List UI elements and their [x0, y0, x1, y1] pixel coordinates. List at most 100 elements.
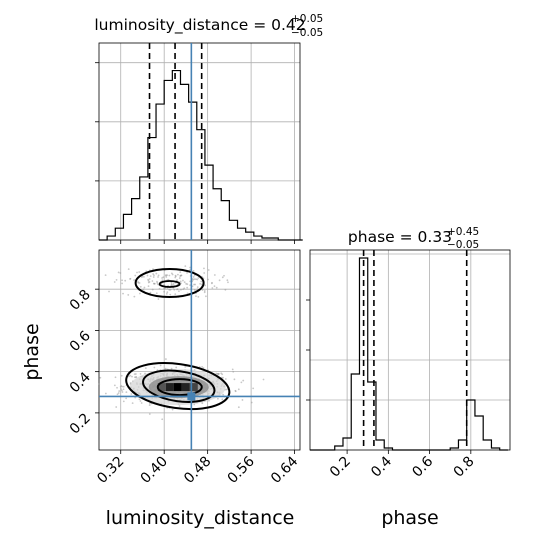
scatter-point: [136, 271, 138, 274]
scatter-point: [186, 286, 189, 289]
scatter-point: [152, 276, 155, 278]
scatter-point: [133, 376, 136, 379]
scatter-point: [139, 372, 142, 375]
luminosity-distance-bar: [132, 199, 140, 240]
scatter-point: [122, 385, 125, 388]
scatter-point: [116, 393, 119, 396]
scatter-point: [134, 274, 137, 277]
contour-inner-upper: [158, 280, 181, 288]
scatter-point: [146, 274, 149, 277]
scatter-point: [114, 376, 117, 379]
scatter-point: [237, 388, 240, 391]
scatter-point: [203, 291, 206, 294]
scatter-point: [173, 288, 176, 291]
luminosity-distance-bar: [115, 228, 123, 240]
scatter-point: [104, 274, 107, 277]
scatter-point: [204, 284, 206, 287]
scatter-point: [193, 403, 196, 406]
scatter-point: [130, 393, 133, 395]
scatter-point: [113, 384, 116, 387]
scatter-point: [196, 288, 199, 291]
phase-x-tick-label: 0.4: [368, 453, 395, 480]
scatter-point: [117, 392, 120, 394]
scatter-point: [170, 367, 173, 370]
scatter-point: [213, 285, 216, 288]
scatter-point: [163, 287, 165, 290]
phase-x-label: phase: [381, 507, 438, 529]
scatter-point: [175, 366, 178, 369]
phase-bar: [368, 382, 376, 450]
scatter-point: [178, 405, 181, 407]
scatter-point: [138, 292, 141, 295]
scatter-point: [195, 295, 197, 298]
scatter-point: [226, 279, 229, 282]
scatter-point: [183, 281, 186, 284]
phase-title-plus: +0.45: [447, 226, 479, 238]
scatter-point: [104, 392, 107, 395]
scatter-point: [147, 279, 150, 282]
scatter-point: [205, 295, 207, 298]
luminosity-distance-title: luminosity_distance = 0.42: [94, 16, 305, 35]
luminosity-distance-bar: [205, 165, 213, 240]
scatter-point: [224, 378, 227, 380]
luminosity-distance-x-tick-label: 0.56: [225, 453, 258, 486]
scatter-point: [133, 295, 136, 298]
scatter-point: [148, 404, 151, 407]
phase-bar: [475, 416, 483, 450]
luminosity-distance-bar: [221, 201, 229, 240]
contour-outer-lower: [125, 362, 231, 411]
phase-x-tick-label: 0.2: [327, 454, 354, 481]
scatter-point: [158, 287, 161, 290]
scatter-point: [192, 278, 194, 281]
scatter-point: [98, 383, 101, 386]
luminosity-distance-bar: [123, 214, 131, 240]
phase-x-tick-label: 0.6: [409, 453, 436, 480]
scatter-point: [139, 400, 142, 402]
luminosity-distance-x-tick-label: 0.64: [268, 453, 301, 486]
scatter-point: [201, 365, 204, 368]
scatter-point: [220, 372, 223, 375]
scatter-point: [127, 375, 130, 378]
scatter-point: [115, 278, 118, 281]
scatter-point: [153, 366, 156, 369]
scatter-point: [137, 281, 139, 283]
scatter-point: [115, 406, 118, 408]
scatter-point: [161, 418, 164, 421]
scatter-point: [151, 288, 154, 291]
scatter-point: [133, 279, 136, 281]
phase-bar: [376, 440, 384, 450]
scatter-point: [215, 372, 218, 375]
scatter-point: [120, 374, 123, 377]
luminosity-distance-bar: [156, 104, 164, 240]
scatter-point: [199, 282, 202, 285]
scatter-point: [156, 280, 158, 283]
scatter-point: [122, 388, 125, 391]
scatter-point: [169, 293, 172, 296]
scatter-point: [170, 272, 173, 275]
scatter-point: [125, 397, 128, 400]
scatter-point: [178, 277, 181, 279]
scatter-point: [168, 288, 171, 291]
scatter-point: [99, 376, 102, 379]
scatter-point: [122, 400, 125, 403]
phase-title-minus: −0.05: [447, 239, 479, 251]
scatter-point: [120, 389, 123, 392]
phase-title: phase = 0.33: [348, 228, 452, 246]
scatter-point: [182, 279, 184, 282]
scatter-point: [193, 283, 195, 286]
scatter-point: [192, 270, 195, 272]
scatter-point: [203, 267, 205, 270]
scatter-point: [196, 286, 199, 289]
scatter-point: [221, 398, 224, 401]
scatter-point: [163, 284, 166, 286]
scatter-point: [168, 274, 171, 277]
scatter-point: [157, 276, 159, 278]
scatter-point: [165, 276, 168, 278]
luminosity-distance-title-plus: +0.05: [291, 13, 323, 25]
scatter-point: [165, 274, 167, 276]
scatter-point: [170, 283, 173, 285]
scatter-point: [143, 286, 146, 289]
scatter-point: [149, 402, 151, 405]
scatter-point: [133, 373, 136, 376]
